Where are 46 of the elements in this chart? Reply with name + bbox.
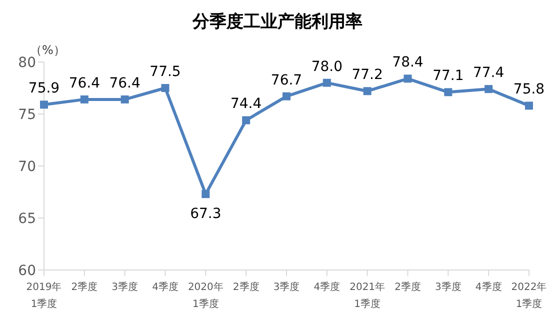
point <box>484 85 493 94</box>
point <box>282 92 290 100</box>
x-tick-label: 3季度 <box>112 281 138 293</box>
point <box>242 116 250 124</box>
text: 76.4 <box>68 75 100 92</box>
text: 74.4 <box>230 96 262 112</box>
y-tick-label: 70 <box>18 158 36 175</box>
point <box>80 95 88 104</box>
x-tick-label: 2019年 1季度 <box>26 281 62 310</box>
x-tick-label: 4季度 <box>475 281 502 293</box>
point <box>322 78 331 87</box>
x-tick-label: 3季度 <box>434 281 462 293</box>
x-tick-label: 2020年 1季度 <box>188 281 224 310</box>
text: 77.4 <box>472 65 504 82</box>
text: 77.5 <box>150 64 181 80</box>
x-tick-label: 2季度 <box>71 281 98 293</box>
point <box>404 74 412 83</box>
x-tick-label: 4季度 <box>314 281 340 293</box>
x-tick-label: 2021年 1季度 <box>350 281 386 310</box>
y-tick-label: 80 <box>18 54 36 71</box>
y-axis-title: （%） <box>30 42 66 57</box>
x-tick-label: 2季度 <box>394 281 421 293</box>
point <box>444 88 452 96</box>
point <box>202 190 210 198</box>
text: 77.2 <box>352 67 383 84</box>
point <box>161 84 170 92</box>
point <box>120 95 129 104</box>
text: 67.3 <box>190 206 222 222</box>
x-tick-label: 2022年 1季度 <box>511 281 547 310</box>
x-tick-label: 3季度 <box>273 281 300 293</box>
text: 78.4 <box>392 54 424 71</box>
point <box>40 100 48 109</box>
text: 76.7 <box>270 72 302 88</box>
x-tick-label: 2季度 <box>232 281 260 293</box>
text: 75.9 <box>28 80 60 97</box>
text: 76.4 <box>109 75 140 92</box>
y-tick-label: 65 <box>18 210 36 227</box>
chart-title: 分季度工业产能利用率 <box>191 11 364 33</box>
x-tick-label: 4季度 <box>152 281 178 293</box>
text: 75.8 <box>513 82 545 98</box>
y-tick-label: 75 <box>18 106 36 123</box>
text: 78.0 <box>311 58 343 75</box>
text: 77.1 <box>432 68 464 84</box>
y-tick-label: 60 <box>18 262 36 279</box>
point <box>525 102 533 110</box>
point <box>363 87 372 96</box>
